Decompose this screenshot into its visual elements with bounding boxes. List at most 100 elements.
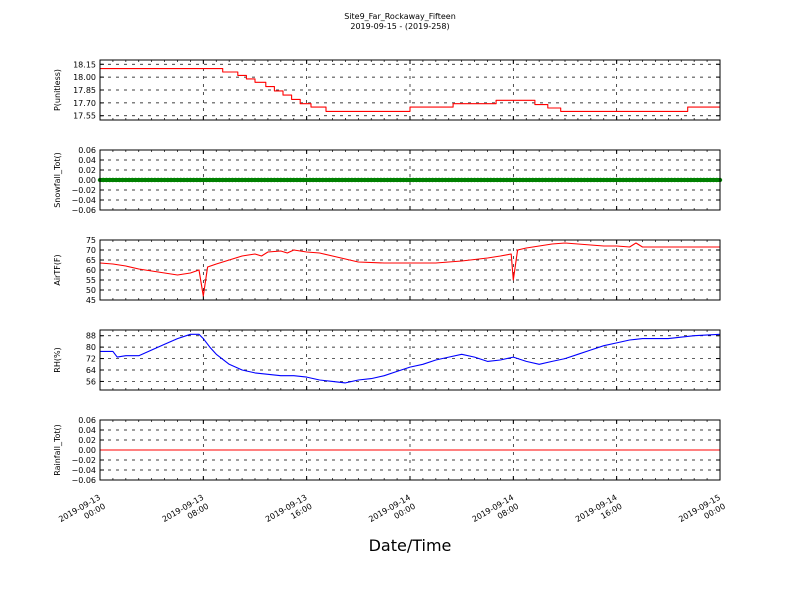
data-point [482, 177, 487, 183]
data-point [688, 177, 694, 183]
data-point [449, 177, 455, 183]
data-point [378, 177, 384, 183]
data-point [433, 177, 439, 183]
data-point [207, 177, 212, 183]
data-point [472, 177, 477, 183]
data-point [294, 177, 300, 183]
data-point [381, 177, 387, 183]
data-point [549, 177, 555, 183]
data-point [262, 177, 267, 183]
data-point [252, 177, 258, 183]
data-point [656, 177, 661, 183]
data-point [591, 177, 597, 183]
data-point [427, 177, 432, 183]
x-tick-label: 2019-09-1316:00 [264, 493, 314, 533]
data-point [675, 177, 681, 183]
data-point [704, 177, 710, 183]
y-tick-label: 55 [86, 276, 96, 285]
data-point [104, 177, 109, 183]
data-point [265, 177, 271, 183]
data-point [155, 177, 161, 183]
data-point [139, 177, 145, 183]
data-point [617, 177, 623, 183]
data-point [501, 177, 506, 183]
data-point [653, 177, 658, 183]
data-point [168, 177, 174, 183]
data-point [175, 177, 180, 183]
y-tick-label: 0.02 [78, 166, 96, 175]
data-point [417, 177, 422, 183]
data-point [643, 177, 648, 183]
data-point [633, 177, 639, 183]
data-point [394, 177, 400, 183]
data-point [485, 177, 490, 183]
data-point [627, 177, 632, 183]
data-point [288, 177, 293, 183]
data-point [708, 177, 713, 183]
data-point [566, 177, 571, 183]
data-point [146, 177, 151, 183]
data-point [691, 177, 697, 183]
data-point [620, 177, 626, 183]
y-axis-label: Rainfall_Tot() [53, 424, 62, 476]
data-point [588, 177, 594, 183]
data-point [327, 177, 332, 183]
data-point [362, 177, 367, 183]
data-point [181, 177, 187, 183]
data-point [575, 177, 581, 183]
y-tick-label: −0.02 [71, 186, 96, 195]
data-point [272, 177, 277, 183]
y-tick-label: −0.04 [71, 196, 96, 205]
data-point [453, 177, 458, 183]
y-tick-label: 64 [86, 366, 96, 375]
data-point [465, 177, 471, 183]
data-point [572, 177, 577, 183]
data-point [420, 177, 426, 183]
data-point [369, 177, 374, 183]
data-point [256, 177, 261, 183]
data-point [562, 177, 568, 183]
data-point [298, 177, 303, 183]
data-point [275, 177, 280, 183]
data-point [701, 177, 707, 183]
panel-frame [99, 239, 721, 301]
data-point [614, 177, 619, 183]
data-point [278, 177, 284, 183]
data-point [346, 177, 351, 183]
data-point [204, 177, 209, 183]
data-point [178, 177, 183, 183]
data-point [711, 177, 716, 183]
data-point [517, 177, 522, 183]
data-point [259, 177, 264, 183]
data-point [401, 177, 406, 183]
data-point [191, 177, 196, 183]
y-tick-label: 45 [86, 296, 96, 305]
data-point [630, 177, 636, 183]
data-point [672, 177, 677, 183]
data-point [372, 177, 377, 183]
data-point [598, 177, 603, 183]
data-point [233, 177, 238, 183]
data-point [608, 177, 613, 183]
data-point [443, 177, 448, 183]
data-point [304, 177, 309, 183]
series-line [100, 68, 720, 112]
data-point [359, 177, 364, 183]
y-tick-label: 17.85 [73, 86, 96, 95]
y-tick-label: 50 [86, 286, 96, 295]
data-point [249, 177, 254, 183]
x-tick-label: 2019-09-1500:00 [677, 493, 727, 533]
data-point [669, 177, 674, 183]
data-point [553, 177, 558, 183]
data-point [391, 177, 397, 183]
data-point [595, 177, 600, 183]
data-point [507, 177, 513, 183]
data-point [226, 177, 232, 183]
panel-frame [99, 329, 721, 391]
data-point [301, 177, 306, 183]
data-point [695, 177, 700, 183]
data-point [343, 177, 348, 183]
data-point [714, 177, 719, 183]
x-tick-label: 2019-09-1416:00 [574, 493, 624, 533]
data-point [611, 177, 616, 183]
